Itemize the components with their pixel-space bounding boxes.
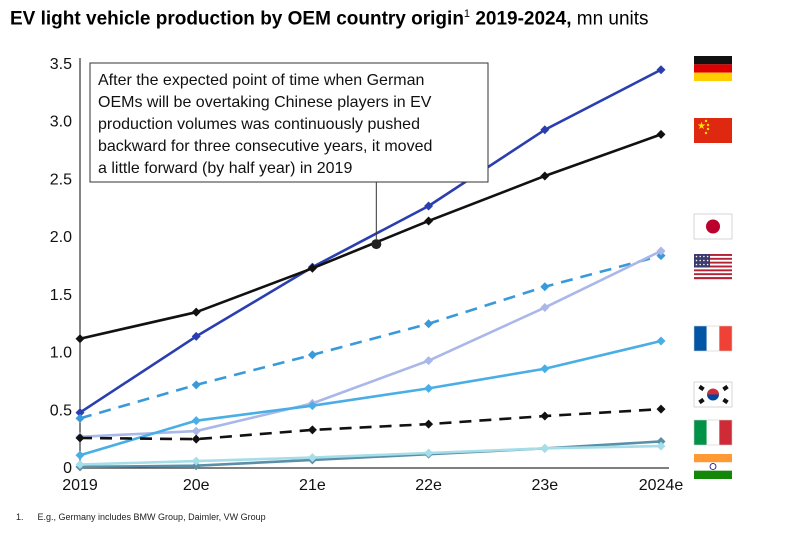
- japan-flag-icon: [693, 213, 733, 240]
- data-point-japan: [75, 413, 85, 423]
- footnote-text: E.g., Germany includes BMW Group, Daimle…: [37, 512, 266, 522]
- title-footnote-marker: 1: [463, 8, 471, 20]
- data-point-france: [307, 401, 317, 411]
- data-point-china: [656, 129, 666, 139]
- data-point-france: [424, 383, 434, 393]
- annotation-line: OEMs will be overtaking Chinese players …: [98, 94, 432, 111]
- x-tick-label: 2019: [62, 477, 98, 494]
- y-tick-label: 1.0: [50, 345, 72, 362]
- y-tick-label: 2.5: [50, 171, 72, 188]
- data-point-south-korea: [307, 425, 317, 435]
- data-point-south-korea: [75, 433, 85, 443]
- data-point-india: [307, 453, 317, 463]
- usa-flag-icon: [694, 254, 732, 280]
- x-tick-label: 23e: [531, 477, 558, 494]
- series-line-france: [79, 339, 662, 457]
- data-point-south-korea: [424, 419, 434, 429]
- data-point-usa: [424, 356, 434, 366]
- series-line-india: [79, 444, 662, 466]
- italy-flag-icon: [693, 419, 733, 446]
- data-point-usa: [656, 246, 666, 256]
- x-tick-label: 21e: [299, 477, 326, 494]
- data-point-china: [307, 263, 317, 273]
- series-line-south-korea: [79, 407, 662, 441]
- footnote: 1. E.g., Germany includes BMW Group, Daim…: [16, 512, 266, 522]
- svg-text:★: ★: [697, 121, 706, 132]
- data-point-india: [75, 460, 85, 470]
- data-point-china: [75, 334, 85, 344]
- data-point-germany: [656, 65, 666, 75]
- south-korea-flag-icon: [693, 381, 733, 408]
- chart-title: EV light vehicle production by OEM count…: [10, 8, 649, 30]
- data-point-india: [656, 441, 666, 451]
- data-point-south-korea: [191, 434, 201, 444]
- x-tick-label: 2024e: [639, 477, 684, 494]
- data-point-usa: [540, 303, 550, 313]
- title-unit: mn units: [571, 8, 649, 30]
- data-point-italy: [656, 436, 666, 446]
- x-tick-label: 20e: [183, 477, 210, 494]
- data-point-germany: [540, 125, 550, 135]
- footnote-number: 1.: [16, 512, 24, 522]
- data-point-france: [656, 336, 666, 346]
- data-point-france: [191, 416, 201, 426]
- data-point-usa: [191, 426, 201, 436]
- series-line-germany: [79, 68, 662, 414]
- data-point-france: [75, 450, 85, 460]
- series-line-japan: [79, 254, 662, 420]
- annotation-line: production volumes was continuously push…: [98, 116, 420, 133]
- y-tick-label: 2.0: [50, 229, 72, 246]
- data-point-india: [191, 456, 201, 466]
- data-point-south-korea: [656, 404, 666, 414]
- india-flag-icon: [694, 454, 732, 479]
- data-point-south-korea: [540, 411, 550, 421]
- data-point-china: [540, 171, 550, 181]
- data-point-germany: [424, 201, 434, 211]
- data-point-japan: [424, 319, 434, 329]
- title-main: EV light vehicle production by OEM count…: [10, 8, 464, 30]
- data-point-china: [191, 307, 201, 317]
- data-point-france: [540, 364, 550, 374]
- series-line-china: [79, 133, 662, 340]
- annotation-line: After the expected point of time when Ge…: [98, 72, 424, 89]
- series-line-usa: [79, 249, 662, 439]
- annotation-line: backward for three consecutive years, it…: [98, 138, 432, 155]
- france-flag-icon: [693, 325, 733, 352]
- data-point-japan: [540, 282, 550, 292]
- annotation-line: a little forward (by half year) in 2019: [98, 160, 352, 177]
- data-point-italy: [191, 461, 201, 471]
- data-point-japan: [307, 350, 317, 360]
- china-flag-icon: ★: [694, 118, 732, 143]
- y-tick-label: 3.0: [50, 114, 72, 131]
- crossover-marker: [371, 239, 382, 250]
- x-tick-label: 22e: [415, 477, 442, 494]
- y-tick-label: 3.5: [50, 56, 72, 73]
- germany-flag-icon: [694, 56, 732, 81]
- y-tick-label: 1.5: [50, 287, 72, 304]
- data-point-japan: [191, 380, 201, 390]
- y-tick-label: 0.5: [50, 402, 72, 419]
- data-point-germany: [191, 331, 201, 341]
- annotation-box: [89, 62, 489, 183]
- data-point-india: [540, 443, 550, 453]
- title-years: 2019-2024,: [470, 8, 572, 30]
- y-tick-label: 0: [63, 460, 72, 477]
- data-point-germany: [75, 408, 85, 418]
- data-point-china: [424, 216, 434, 226]
- data-point-india: [424, 448, 434, 458]
